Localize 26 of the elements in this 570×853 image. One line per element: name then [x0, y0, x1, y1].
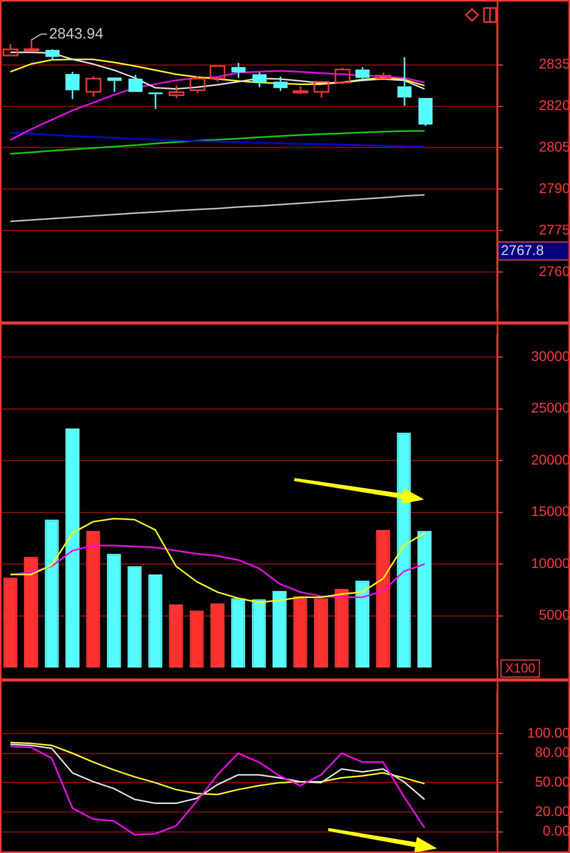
- y-tick-label: 2805: [538, 138, 570, 155]
- text: 2767.8: [501, 242, 544, 258]
- candlestick: [252, 72, 267, 88]
- candlestick: [314, 80, 330, 98]
- candlestick: [273, 76, 288, 92]
- y-tick-label: 25000: [531, 400, 570, 416]
- y-tick-label: 10000: [531, 554, 570, 571]
- candlestick: [231, 62, 246, 79]
- text: X100: [505, 660, 536, 676]
- annotation: 2843.94: [49, 25, 104, 42]
- y-tick-label: 2835: [538, 56, 570, 72]
- y-tick-label: 30000: [531, 348, 570, 364]
- candlestick: [107, 78, 122, 93]
- candlestick: [148, 92, 163, 110]
- candlestick: [24, 39, 40, 52]
- y-tick-label: 15000: [531, 503, 570, 520]
- candlestick: [128, 74, 143, 92]
- candlestick: [355, 66, 370, 80]
- candlestick: [168, 84, 184, 99]
- y-tick-label: 20000: [531, 451, 570, 468]
- y-tick-label: 100.00: [527, 724, 570, 740]
- y-tick-label: 2775: [538, 221, 570, 238]
- candlestick: [45, 50, 60, 60]
- candlestick: [397, 56, 412, 106]
- candlestick: [65, 71, 80, 100]
- candlestick: [418, 98, 433, 127]
